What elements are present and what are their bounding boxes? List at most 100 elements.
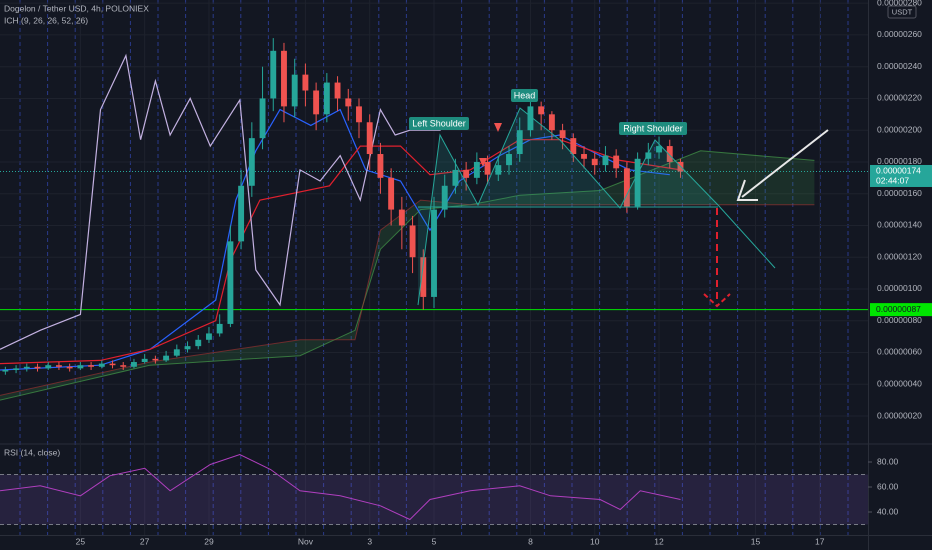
candle-body (216, 323, 223, 334)
x-tick-label: 25 (76, 536, 86, 546)
candle-body (334, 82, 341, 99)
candle-body (163, 355, 170, 361)
candle-body (281, 50, 287, 107)
candle-body (484, 161, 491, 175)
pattern-outline (417, 107, 776, 306)
candle-body (227, 241, 234, 324)
y-tick-label: 0.00000060 (877, 347, 922, 357)
candle-body (238, 185, 245, 242)
candle-body (323, 82, 330, 115)
candle-body (452, 169, 459, 186)
rsi-band (0, 474, 868, 525)
rsi-tick-label: 80.00 (877, 456, 899, 466)
candle-body (141, 358, 148, 363)
marker (494, 123, 502, 132)
y-tick-label: 0.00000100 (877, 283, 922, 293)
x-tick-label: 17 (815, 536, 825, 546)
candle-body (302, 74, 309, 91)
candle-body (152, 358, 159, 361)
annotation: Left Shoulder (412, 118, 466, 128)
candle-body (345, 98, 352, 107)
target-arrow-head (703, 293, 731, 308)
candle-body (55, 365, 62, 367)
indicator-label: ICH (9, 26, 26, 52, 26) (4, 15, 88, 25)
currency-badge (887, 5, 917, 19)
candle-body (559, 130, 566, 139)
support-label-box (870, 303, 932, 317)
y-tick-label: 0.00000200 (877, 124, 922, 134)
rsi-label: RSI (14, close) (4, 447, 60, 457)
rsi-tick-label: 60.00 (877, 481, 899, 491)
countdown: 02:44:07 (876, 176, 909, 186)
y-tick-label: 0.00000240 (877, 61, 922, 71)
candle-body (34, 366, 41, 369)
candle-body (409, 225, 416, 258)
currency: USDT (892, 7, 913, 16)
pointer-arrow (741, 129, 829, 198)
candle-body (291, 74, 298, 107)
candle-body (259, 98, 266, 139)
candle-body (623, 168, 630, 207)
candle-body (656, 146, 662, 153)
annotation-box (511, 89, 538, 102)
chart-title: Dogelon / Tether USD, 4h, POLONIEX (4, 3, 149, 13)
candle-body (666, 146, 673, 162)
candle-body (13, 368, 20, 370)
candle-body (570, 138, 577, 155)
x-tick-label: 29 (204, 536, 214, 546)
candle-body (645, 152, 652, 159)
y-tick-label: 0.00000140 (877, 220, 922, 230)
pattern-drawing: Left Shoulder Head Right Shoulder (409, 89, 829, 308)
candle-body (2, 369, 9, 372)
candle-body (377, 154, 384, 178)
annotation-box (409, 117, 469, 130)
ichimoku-line (0, 53, 441, 350)
candle-body (388, 177, 395, 210)
candle-body (602, 155, 609, 166)
cloud-fill (0, 150, 815, 401)
y-tick-label: 0.00000080 (877, 315, 922, 325)
price-label: 0.00000174 (876, 166, 921, 176)
pointer-arrow-head (736, 179, 758, 201)
candle-body (441, 185, 448, 210)
x-tick-label: 15 (751, 536, 761, 546)
candle-body (420, 257, 427, 297)
candle-body (173, 349, 180, 356)
candle-body (495, 165, 502, 175)
y-tick-label: 0.00000020 (877, 410, 922, 420)
annotation: Head (514, 90, 536, 100)
candle-body (98, 363, 105, 367)
candle-body (527, 106, 534, 131)
candle-body (634, 158, 641, 207)
candle-body (313, 90, 320, 115)
candle-body (248, 138, 255, 186)
y-tick-label: 0.00000260 (877, 29, 922, 39)
candle-body (613, 155, 620, 169)
candle-body (109, 363, 116, 366)
candle-body (581, 154, 587, 159)
candle-body (356, 106, 362, 123)
x-tick-label: 5 (432, 536, 437, 546)
candle-body (463, 169, 470, 178)
candle-body (431, 209, 437, 297)
rsi-tick-label: 40.00 (877, 506, 899, 516)
y-tick-label: 0.00000180 (877, 156, 922, 166)
annotation-box (619, 122, 687, 135)
x-tick-label: Nov (298, 536, 314, 546)
candle-body (516, 130, 523, 155)
support-label: 0.00000087 (876, 304, 921, 314)
candle-body (206, 333, 212, 340)
candle-body (88, 365, 95, 367)
cloud-span-b (0, 199, 815, 396)
y-tick-label: 0.00000280 (877, 0, 922, 7)
candle-body (195, 339, 202, 347)
annotation: Right Shoulder (623, 123, 683, 133)
candle-body (548, 114, 555, 131)
y-tick-label: 0.00000220 (877, 93, 922, 103)
candle-body (366, 122, 373, 155)
candle-body (591, 158, 598, 166)
